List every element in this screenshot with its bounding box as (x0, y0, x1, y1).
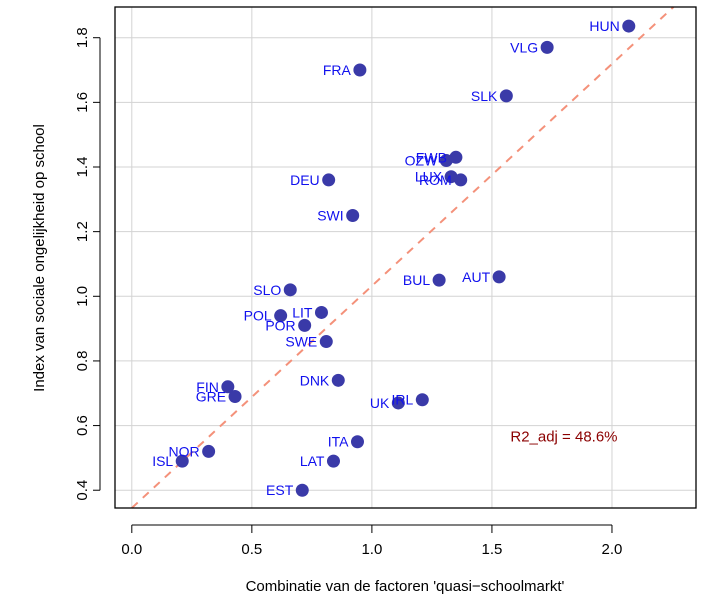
data-point-hun (622, 19, 636, 33)
y-tick-label-7: 1.8 (74, 27, 91, 48)
data-point-lit (314, 305, 328, 319)
point-label-fwb: FWB (416, 149, 447, 165)
point-label-isl: ISL (152, 453, 173, 469)
point-label-ita: ITA (328, 434, 349, 450)
data-point-est (295, 483, 309, 497)
y-tick-label-0: 0.4 (74, 480, 91, 501)
point-label-nor: NOR (169, 443, 200, 459)
data-point-isl (175, 454, 189, 468)
point-label-deu: DEU (290, 172, 320, 188)
data-point-lat (326, 454, 340, 468)
y-tick-label-2: 0.8 (74, 351, 91, 372)
point-label-ozw: OZW (405, 153, 438, 169)
plot-frame (114, 6, 697, 509)
point-label-pol: POL (244, 308, 272, 324)
x-axis-title: Combinatie van de factoren 'quasi−school… (246, 578, 565, 595)
data-point-rom (454, 173, 468, 187)
y-tick-label-4: 1.2 (74, 221, 91, 242)
data-point-nor (202, 444, 216, 458)
r2-annotation: R2_adj = 48.6% (510, 429, 617, 446)
data-point-bul (432, 273, 446, 287)
point-label-lit: LIT (292, 304, 313, 320)
data-point-ozw (439, 154, 453, 168)
data-point-swi (346, 208, 360, 222)
data-point-aut (492, 270, 506, 284)
grid (115, 7, 696, 508)
point-label-slk: SLK (471, 88, 498, 104)
point-label-rom: ROM (419, 172, 452, 188)
data-point-deu (322, 173, 336, 187)
x-tick-label-0: 0.0 (121, 541, 142, 558)
y-tick-label-5: 1.4 (74, 157, 91, 178)
point-label-swe: SWE (285, 334, 317, 350)
data-point-gre (228, 389, 242, 403)
point-label-vlg: VLG (510, 39, 538, 55)
data-point-fin (221, 380, 235, 394)
data-point-slk (499, 89, 513, 103)
data-point-irl (415, 393, 429, 407)
point-label-lat: LAT (300, 453, 325, 469)
y-tick-label-3: 1.0 (74, 286, 91, 307)
x-tick-label-3: 1.5 (482, 541, 503, 558)
data-point-pol (274, 309, 288, 323)
data-point-ita (350, 435, 364, 449)
data-point-por (298, 318, 312, 332)
point-label-gre: GRE (196, 388, 226, 404)
point-label-uk: UK (370, 395, 390, 411)
point-label-fra: FRA (323, 62, 352, 78)
point-label-fin: FIN (196, 379, 219, 395)
y-tick-label-6: 1.6 (74, 92, 91, 113)
regression-fit-line (131, 6, 675, 509)
x-tick-label-4: 2.0 (602, 541, 623, 558)
x-tick-label-2: 1.0 (361, 541, 382, 558)
y-axis: 0.4 0.6 0.8 1.0 1.2 1.4 1.6 1.8 (74, 27, 101, 501)
point-label-lux: LUX (415, 169, 443, 185)
y-axis-title: Index van sociale ongelijkheid op school (31, 124, 48, 392)
data-point-vlg (540, 40, 554, 54)
data-point-fra (353, 63, 367, 77)
point-label-dnk: DNK (300, 372, 330, 388)
point-label-slo: SLO (253, 282, 281, 298)
point-label-est: EST (266, 482, 294, 498)
data-point-swe (319, 335, 333, 349)
point-label-swi: SWI (317, 207, 343, 223)
y-tick-label-1: 0.6 (74, 415, 91, 436)
point-label-por: POR (265, 317, 295, 333)
fit-line-group (131, 6, 675, 509)
point-label-aut: AUT (462, 269, 490, 285)
x-axis: 0.0 0.5 1.0 1.5 2.0 (121, 524, 623, 558)
point-label-bul: BUL (403, 272, 430, 288)
point-label-hun: HUN (589, 18, 619, 34)
data-point-dnk (331, 373, 345, 387)
annotations: R2_adj = 48.6% (510, 429, 617, 446)
point-label-irl: IRL (392, 392, 414, 408)
points-group (175, 19, 636, 497)
data-point-uk (391, 396, 405, 410)
data-point-slo (283, 283, 297, 297)
x-tick-label-1: 0.5 (241, 541, 262, 558)
